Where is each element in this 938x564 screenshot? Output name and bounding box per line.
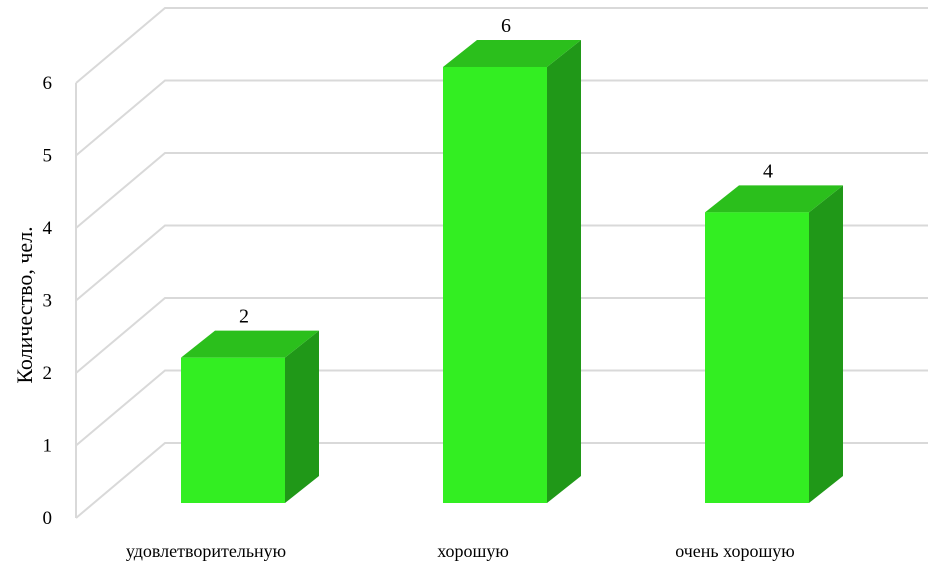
bar (705, 185, 843, 503)
bar-side-face (285, 330, 319, 503)
y-tick-label: 3 (43, 291, 53, 312)
data-label: 2 (239, 306, 249, 328)
gridlines (75, 7, 928, 519)
y-tick-label: 6 (43, 73, 53, 94)
x-axis-categories: удовлетворительную хорошую очень хорошую (126, 541, 795, 561)
data-label: 6 (501, 15, 511, 37)
gridline (75, 297, 928, 374)
bar-front-face (181, 357, 285, 503)
bars (181, 39, 843, 503)
bar-top-face (181, 330, 319, 358)
gridline (75, 7, 928, 84)
y-tick-label: 1 (43, 436, 53, 457)
bar-side-face (547, 39, 581, 503)
data-labels: 2 6 4 (239, 15, 773, 328)
bar-top-face (705, 185, 843, 213)
bar-top-face (443, 39, 581, 67)
bar-front-face (443, 66, 547, 503)
y-axis-label: Количество, чел. (12, 226, 37, 383)
bar-front-face (705, 212, 809, 503)
bar (181, 330, 319, 503)
data-label: 4 (763, 160, 773, 182)
y-tick-label: 2 (43, 363, 53, 384)
y-tick-label: 4 (43, 218, 53, 239)
bar-side-face (809, 185, 843, 503)
x-category-label: очень хорошую (675, 541, 795, 561)
gridline (75, 442, 928, 519)
y-tick-label: 5 (43, 146, 53, 167)
x-category-label: удовлетворительную (126, 541, 286, 561)
x-category-label: хорошую (437, 541, 509, 561)
y-tick-label: 0 (43, 508, 53, 529)
gridline (75, 152, 928, 229)
gridline (75, 79, 928, 157)
bar (443, 39, 581, 503)
y-axis-ticks: 0 1 2 3 4 5 6 (43, 73, 53, 529)
gridline (75, 369, 928, 447)
gridline (75, 224, 928, 302)
